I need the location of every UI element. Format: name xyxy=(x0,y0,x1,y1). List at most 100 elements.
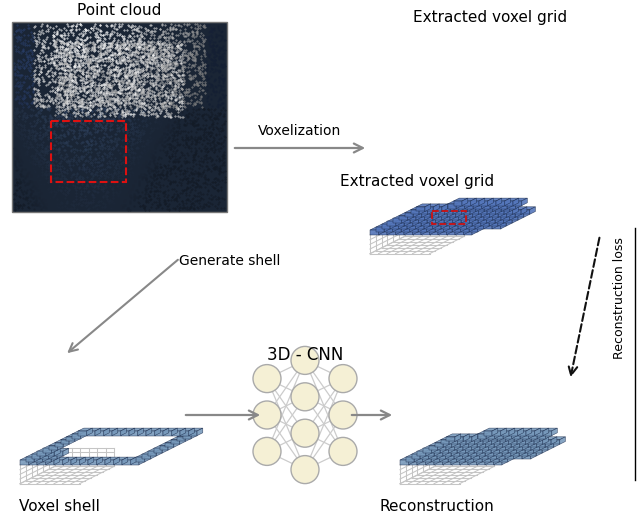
Polygon shape xyxy=(408,457,414,465)
Polygon shape xyxy=(168,442,174,450)
Polygon shape xyxy=(496,198,502,206)
Polygon shape xyxy=(35,454,40,462)
Polygon shape xyxy=(548,442,554,450)
Polygon shape xyxy=(525,440,534,444)
Polygon shape xyxy=(470,219,478,223)
Polygon shape xyxy=(447,219,461,221)
Polygon shape xyxy=(142,451,156,454)
Polygon shape xyxy=(452,224,458,232)
Polygon shape xyxy=(449,437,463,440)
Polygon shape xyxy=(180,428,186,436)
Polygon shape xyxy=(477,434,486,439)
Polygon shape xyxy=(451,457,457,465)
Polygon shape xyxy=(440,440,449,444)
Polygon shape xyxy=(514,442,520,450)
Polygon shape xyxy=(479,454,488,459)
Polygon shape xyxy=(429,442,444,445)
Polygon shape xyxy=(483,445,488,453)
Polygon shape xyxy=(45,460,54,465)
Polygon shape xyxy=(503,440,509,447)
Polygon shape xyxy=(496,198,510,201)
Polygon shape xyxy=(438,445,446,450)
Polygon shape xyxy=(436,215,450,219)
Polygon shape xyxy=(468,440,475,447)
Polygon shape xyxy=(162,445,168,453)
Polygon shape xyxy=(468,460,477,465)
Polygon shape xyxy=(442,207,451,211)
Polygon shape xyxy=(163,431,172,436)
Polygon shape xyxy=(463,445,472,450)
Polygon shape xyxy=(49,454,57,459)
Polygon shape xyxy=(424,212,430,220)
Polygon shape xyxy=(146,431,154,436)
Polygon shape xyxy=(105,460,113,465)
Polygon shape xyxy=(430,210,445,212)
Polygon shape xyxy=(421,227,435,230)
Polygon shape xyxy=(465,204,473,209)
Polygon shape xyxy=(442,215,450,220)
Polygon shape xyxy=(494,442,503,447)
Polygon shape xyxy=(29,457,43,460)
Polygon shape xyxy=(413,227,427,230)
Polygon shape xyxy=(481,437,489,441)
Bar xyxy=(51,121,126,182)
Polygon shape xyxy=(491,454,505,457)
Polygon shape xyxy=(180,437,186,444)
Polygon shape xyxy=(410,219,419,223)
Circle shape xyxy=(291,456,319,484)
Polygon shape xyxy=(387,230,396,235)
Polygon shape xyxy=(433,212,439,220)
Polygon shape xyxy=(467,221,481,224)
Polygon shape xyxy=(464,221,472,226)
Polygon shape xyxy=(493,204,507,207)
Polygon shape xyxy=(447,230,455,235)
Polygon shape xyxy=(71,460,79,465)
Polygon shape xyxy=(439,210,445,217)
Polygon shape xyxy=(462,201,470,206)
Polygon shape xyxy=(477,457,483,465)
Polygon shape xyxy=(131,457,136,465)
Polygon shape xyxy=(180,431,189,436)
Polygon shape xyxy=(401,224,415,227)
Polygon shape xyxy=(97,457,111,460)
Polygon shape xyxy=(497,454,505,459)
Polygon shape xyxy=(483,440,492,444)
Polygon shape xyxy=(429,227,435,235)
Polygon shape xyxy=(399,224,407,229)
Polygon shape xyxy=(483,428,498,431)
Polygon shape xyxy=(495,215,501,223)
Polygon shape xyxy=(477,431,492,434)
Polygon shape xyxy=(463,227,469,235)
Polygon shape xyxy=(426,449,432,456)
Polygon shape xyxy=(417,207,425,211)
Polygon shape xyxy=(431,457,440,462)
Polygon shape xyxy=(488,442,494,450)
Polygon shape xyxy=(445,210,453,214)
Polygon shape xyxy=(494,451,502,456)
Polygon shape xyxy=(422,210,436,212)
Polygon shape xyxy=(448,454,454,462)
Polygon shape xyxy=(412,451,426,454)
Polygon shape xyxy=(197,428,203,436)
Polygon shape xyxy=(450,215,458,220)
Polygon shape xyxy=(536,449,542,456)
Polygon shape xyxy=(55,442,63,447)
Polygon shape xyxy=(442,212,456,215)
Polygon shape xyxy=(49,442,63,445)
Polygon shape xyxy=(456,212,464,217)
Polygon shape xyxy=(522,442,528,450)
Polygon shape xyxy=(49,451,54,459)
Polygon shape xyxy=(503,440,517,442)
Polygon shape xyxy=(97,457,102,465)
Polygon shape xyxy=(105,457,119,460)
Polygon shape xyxy=(522,445,531,450)
Polygon shape xyxy=(433,221,447,224)
Polygon shape xyxy=(46,449,60,451)
Polygon shape xyxy=(506,219,512,226)
Polygon shape xyxy=(494,440,500,447)
Polygon shape xyxy=(428,215,442,219)
Polygon shape xyxy=(498,219,512,221)
Polygon shape xyxy=(381,224,390,229)
Polygon shape xyxy=(20,460,29,465)
Polygon shape xyxy=(481,212,490,217)
